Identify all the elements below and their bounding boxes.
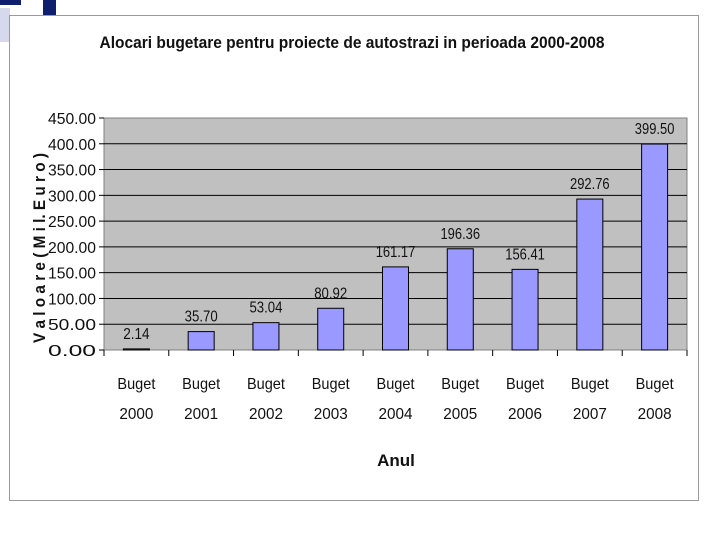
x-tick-label: Buget — [636, 376, 675, 393]
data-label: 196.36 — [440, 226, 480, 243]
y-tick-label: 200.00 — [48, 240, 96, 257]
bar-buget-2007 — [576, 198, 604, 351]
bar-buget-2008 — [641, 143, 669, 351]
x-tick-label: Buget — [377, 376, 416, 393]
bar-buget-2002 — [252, 322, 280, 351]
x-tick-label: Buget — [247, 376, 286, 393]
y-tick-label: 400.00 — [48, 137, 96, 154]
slide-corner-accent-square — [0, 8, 10, 42]
data-label: 80.92 — [314, 285, 347, 302]
chart-title: Alocari bugetare pentru proiecte de auto… — [100, 33, 605, 52]
x-tick-label-year: 2008 — [638, 406, 672, 423]
data-label: 53.04 — [249, 300, 282, 317]
data-label: 292.76 — [570, 176, 610, 193]
x-tick-label: Buget — [182, 376, 221, 393]
y-tick-label: 150.00 — [48, 266, 96, 283]
x-tick-label-year: 2004 — [379, 406, 413, 423]
bar-buget-2004 — [382, 266, 409, 351]
y-tick-label: 0.00 — [48, 343, 96, 360]
x-tick-label-year: 2007 — [573, 406, 607, 423]
x-tick-label: Buget — [571, 376, 610, 393]
slide-corner-accent-bar — [0, 0, 21, 5]
x-axis-label: Anul — [377, 451, 415, 470]
data-label: 161.17 — [376, 244, 416, 261]
x-tick-label: Buget — [441, 376, 480, 393]
x-tick-label-year: 2002 — [249, 406, 283, 423]
y-tick-label: 450.00 — [48, 111, 96, 128]
data-label: 156.41 — [505, 246, 545, 263]
bars — [122, 143, 669, 351]
x-tick-label-year: 2005 — [443, 406, 477, 423]
data-label: 399.50 — [635, 121, 675, 138]
bar-buget-2000 — [122, 348, 150, 351]
y-tick-label: 250.00 — [48, 214, 96, 231]
data-labels: 2.14 35.70 53.04 80.92 161.17 196.36 156.41 292… — [123, 121, 674, 343]
x-tick-label-year: 2000 — [119, 406, 153, 423]
data-label: 35.70 — [185, 309, 218, 326]
bar-buget-2005 — [446, 248, 474, 351]
x-tick-label-year: 2006 — [508, 406, 542, 423]
y-tick-label: 50.00 — [48, 317, 96, 334]
bar-buget-2003 — [317, 307, 345, 351]
x-tick-label-year: 2001 — [184, 406, 218, 423]
bar-buget-2001 — [187, 331, 215, 351]
y-tick-label: 300.00 — [48, 188, 96, 205]
x-tick-label: Buget — [506, 376, 545, 393]
x-axis-ticks: Buget 2000 Buget 2001 Buget 2002 Buget 2003 Buge… — [103, 350, 688, 423]
x-tick-label-year: 2003 — [314, 406, 348, 423]
y-tick-label: 350.00 — [48, 163, 96, 180]
slide-corner-accent-block — [43, 0, 56, 17]
y-axis-label: V a l o a r e ( M i l. E u r o ) — [30, 153, 49, 343]
x-tick-label: Buget — [312, 376, 351, 393]
x-tick-label: Buget — [117, 376, 156, 393]
data-label: 2.14 — [123, 326, 149, 343]
y-axis-ticks: 0.00 50.00 100.00 150.00 200.00 250.00 300.00 3… — [48, 111, 104, 360]
y-tick-label: 100.00 — [48, 291, 96, 308]
bar-buget-2006 — [511, 268, 539, 351]
